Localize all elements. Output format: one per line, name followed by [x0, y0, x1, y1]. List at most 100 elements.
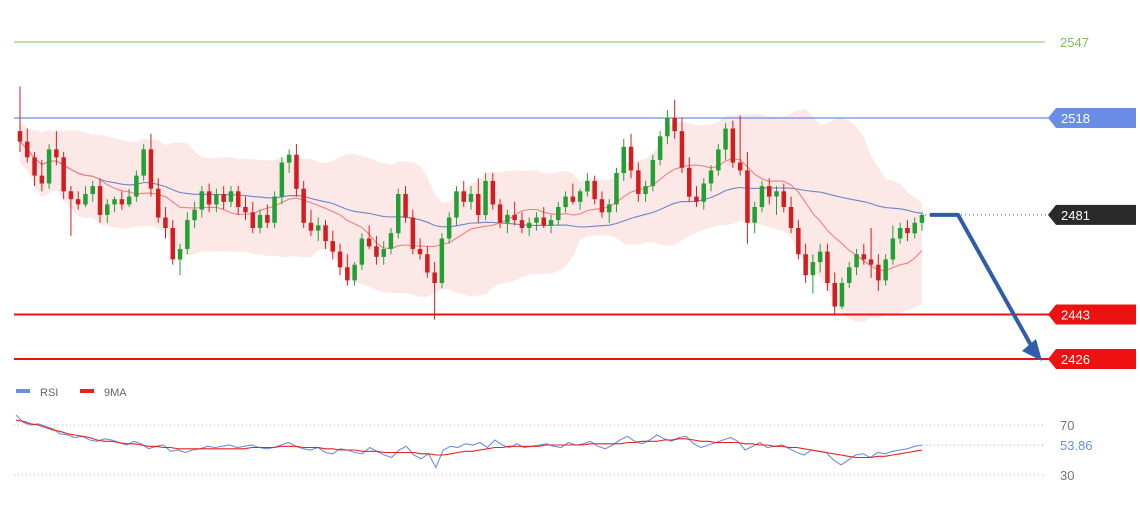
bollinger-band-group — [20, 109, 922, 323]
rsi-panel: RSI 9MA 70 30 53.86 — [14, 387, 1093, 483]
candle-body — [75, 199, 81, 205]
candle-body — [548, 220, 554, 226]
forecast-arrow-head — [1022, 339, 1042, 361]
candle-body — [708, 170, 714, 184]
candle-body — [628, 146, 634, 171]
candle-body — [468, 194, 474, 202]
candle-body — [199, 191, 205, 210]
candle-body — [483, 180, 488, 215]
candle-body — [723, 128, 728, 150]
candle-body — [876, 264, 881, 281]
candle-body — [825, 251, 830, 283]
candle-body — [83, 194, 88, 205]
candle-body — [745, 170, 750, 223]
candle-body — [46, 149, 52, 184]
candle-body — [148, 149, 154, 189]
candle-body — [716, 149, 721, 171]
candle-body — [577, 191, 583, 202]
level-tag-2426 — [1048, 349, 1136, 369]
candle-body — [861, 254, 867, 260]
candle-body — [454, 191, 459, 218]
rsi-last-value: 53.86 — [1060, 438, 1093, 453]
candle-body — [694, 196, 699, 202]
candle-body — [257, 214, 263, 228]
rsi-series-rsi — [15, 414, 923, 469]
candle-body — [774, 191, 779, 197]
candle-body — [308, 222, 314, 231]
candle-body — [854, 254, 859, 268]
candle-body — [701, 183, 706, 202]
rsi-series-9ma — [15, 419, 923, 459]
candle-body — [301, 188, 306, 223]
forecast-arrow — [930, 212, 1042, 361]
candle-body — [17, 131, 23, 142]
candle-body — [585, 180, 590, 192]
candle-body — [781, 191, 786, 207]
bollinger-band — [20, 109, 922, 323]
candle-body — [803, 254, 808, 276]
candle-body — [374, 246, 379, 257]
candle-body — [265, 214, 270, 223]
candle-body — [236, 191, 241, 207]
candle-body — [847, 267, 852, 283]
legend-label-rsi: RSI — [40, 387, 58, 399]
candle-body — [599, 199, 605, 213]
candle-body — [592, 180, 597, 200]
legend-swatch-rsi — [16, 389, 30, 393]
candle-body — [403, 194, 408, 218]
candle-body — [185, 220, 190, 249]
candle-body — [817, 251, 823, 263]
candle-body — [687, 167, 692, 197]
candle-body — [563, 196, 568, 208]
candle-body — [228, 191, 234, 202]
candle-body — [526, 222, 532, 228]
candle-body — [788, 207, 794, 228]
candle-body — [497, 204, 503, 223]
candle-body — [352, 264, 357, 281]
moving-average-slow — [19, 141, 923, 228]
candle-body — [177, 249, 183, 260]
candle-body — [330, 241, 335, 252]
level-tag-2518 — [1048, 107, 1136, 128]
candle-body — [250, 212, 255, 228]
moving-average-fast — [19, 141, 923, 272]
candle-body — [54, 149, 59, 158]
candle-body — [730, 128, 736, 163]
candle-body — [883, 259, 888, 281]
legend-label-9ma: 9MA — [104, 387, 127, 399]
candle-body — [665, 118, 670, 137]
level-tag-text-2518: 2518 — [1061, 111, 1090, 126]
level-tag-text-2426: 2426 — [1061, 352, 1090, 367]
candle-body — [206, 191, 212, 205]
candle-body — [752, 207, 757, 223]
candle-body — [214, 194, 219, 205]
level-tag-2443 — [1048, 304, 1136, 325]
candle-body — [163, 217, 168, 228]
candle-body — [97, 186, 103, 215]
legend-swatch-9ma — [80, 389, 94, 393]
candle-body — [316, 225, 321, 231]
candle-body — [461, 191, 466, 202]
candle-body — [323, 225, 328, 242]
candle-body — [541, 217, 546, 226]
candle-body — [439, 238, 445, 283]
candle-body — [570, 196, 576, 202]
candle-body — [897, 228, 903, 239]
candle-body — [759, 186, 765, 208]
candle-body — [32, 157, 37, 176]
rsi-tick-70: 70 — [1060, 418, 1074, 433]
candle-body — [614, 173, 619, 205]
candle-body — [890, 238, 896, 260]
candle-body — [505, 214, 510, 223]
candle-body — [672, 118, 677, 132]
candle-body — [905, 228, 910, 234]
candle-body — [868, 259, 874, 265]
candle-body — [279, 162, 285, 197]
candle-body — [425, 254, 430, 273]
candle-body — [112, 199, 117, 205]
candle-body — [476, 194, 481, 215]
candle-body — [141, 149, 146, 176]
candle-body — [410, 217, 416, 249]
